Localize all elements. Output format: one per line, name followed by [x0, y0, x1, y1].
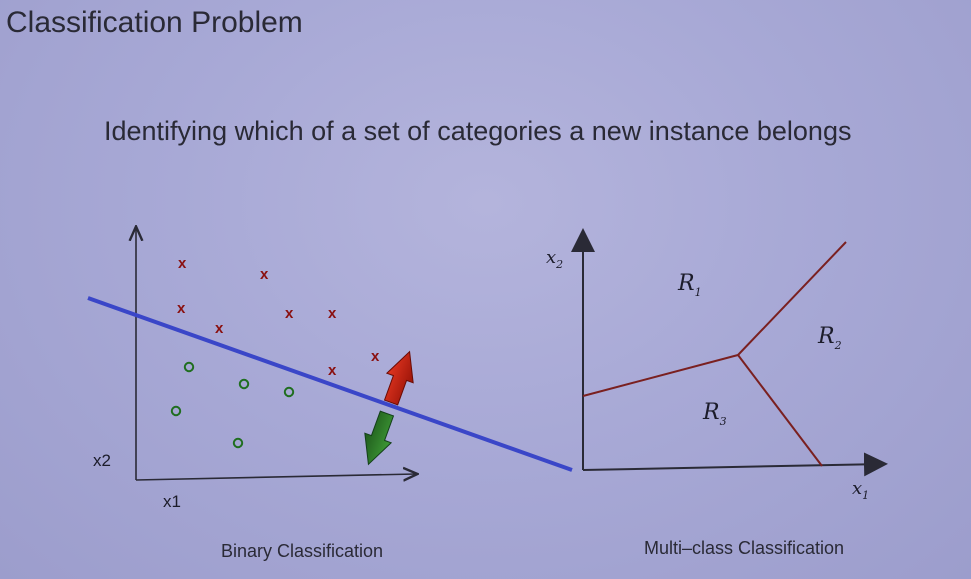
region-boundaries: [582, 241, 847, 467]
o-marker: [170, 405, 182, 417]
o-marker: [183, 361, 195, 373]
slide-subtitle: Identifying which of a set of categories…: [104, 116, 852, 146]
binary-caption: Binary Classification: [221, 541, 384, 561]
region-label-r1: R1: [677, 271, 702, 299]
o-marker: [232, 437, 244, 449]
boundary-r1-r2: [737, 241, 847, 356]
x-class-markers: x x x x x x x x: [177, 255, 380, 379]
multiclass-y-axis-label: x2: [546, 247, 563, 271]
decision-boundary-line: [87, 296, 573, 472]
x-marker: x: [285, 305, 294, 322]
x-marker: x: [177, 300, 186, 317]
slide-title: Classification Problem: [6, 6, 303, 39]
region-label-r2: R2: [817, 324, 842, 352]
x-marker: x: [328, 305, 337, 322]
green-arrow-icon: [364, 410, 395, 466]
multiclass-x-axis: [582, 452, 888, 477]
boundary-r1-r3: [582, 354, 739, 397]
x-var: x: [852, 478, 862, 499]
binary-x-axis: [135, 474, 416, 480]
multiclass-x-axis-label: x1: [852, 478, 869, 502]
y-sub: 2: [555, 258, 563, 271]
x-marker: x: [371, 348, 380, 365]
red-arrow-icon: [383, 350, 414, 406]
multiclass-plot: x2 x1 R1 R2 R3: [546, 228, 888, 502]
binary-plot: x x x x x x x x x2 x1: [87, 228, 573, 511]
binary-y-axis-label: x2: [93, 451, 111, 470]
o-marker: [283, 386, 295, 398]
y-var: x: [546, 247, 556, 268]
binary-x-axis-label: x1: [163, 492, 181, 511]
o-marker: [238, 378, 250, 390]
x-marker: x: [215, 320, 224, 337]
x-marker: x: [178, 255, 187, 272]
x-sub: 1: [862, 489, 869, 502]
region-label-r3: R3: [702, 400, 727, 428]
x-marker: x: [260, 266, 269, 283]
o-class-markers: [170, 361, 295, 449]
multiclass-caption: Multi–class Classification: [644, 538, 845, 558]
boundary-r2-r3: [737, 354, 823, 467]
x-marker: x: [328, 362, 337, 379]
